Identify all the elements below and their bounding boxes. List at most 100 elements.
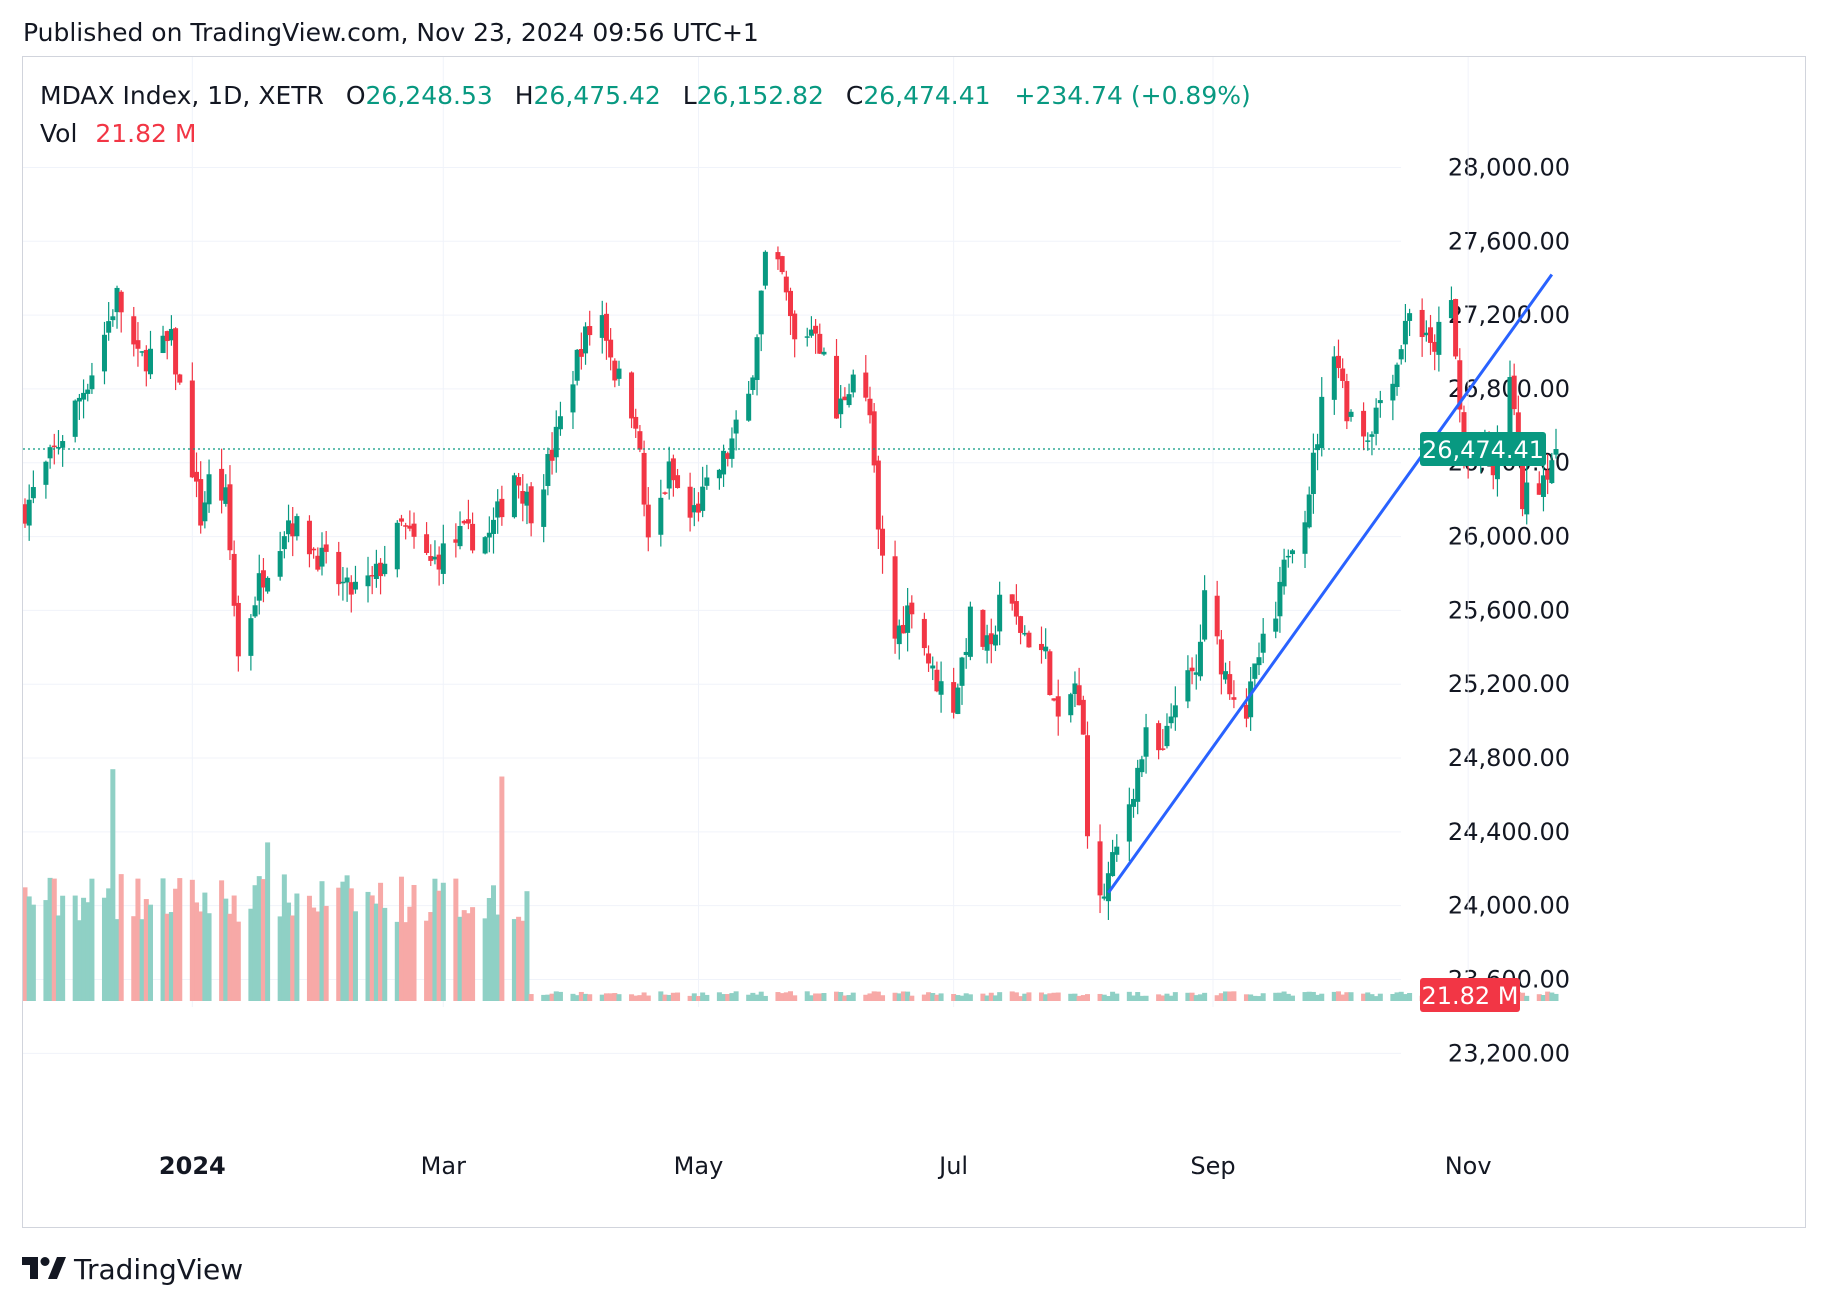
candle-body xyxy=(587,326,593,336)
volume-bar xyxy=(365,891,371,1001)
candle-body xyxy=(55,447,61,449)
volume-bar xyxy=(557,991,563,1001)
candle-body xyxy=(256,573,262,601)
candle-body xyxy=(1156,723,1162,751)
candle-body xyxy=(545,454,551,486)
volume-bar xyxy=(348,888,354,1001)
candle-body xyxy=(189,380,195,478)
candle-body xyxy=(1214,595,1220,637)
volume-value: 21.82 M xyxy=(95,119,197,148)
candle-body xyxy=(1285,555,1291,558)
candle-body xyxy=(612,360,618,381)
volume-bar xyxy=(1361,993,1367,1001)
volume-bar xyxy=(905,991,911,1001)
volume-bar xyxy=(227,913,233,1001)
volume-bar xyxy=(1068,993,1074,1001)
volume-bar xyxy=(1536,994,1542,1001)
candle-body xyxy=(813,325,819,334)
volume-bar xyxy=(926,992,932,1001)
volume-bar xyxy=(1373,996,1379,1001)
volume-bar xyxy=(189,879,195,1001)
volume-bar xyxy=(850,992,856,1001)
volume-bar xyxy=(424,920,430,1001)
volume-bar xyxy=(1369,994,1375,1001)
candle-body xyxy=(1022,633,1028,635)
candle-body xyxy=(143,349,149,372)
y-tick-label: 27,600.00 xyxy=(1448,227,1570,255)
volume-bar xyxy=(524,891,530,1001)
volume-bar xyxy=(834,991,840,1001)
candle-body xyxy=(1018,616,1024,633)
volume-bar xyxy=(1072,993,1078,1001)
candle-body xyxy=(934,669,940,692)
volume-bar xyxy=(1202,992,1208,1001)
volume-bar xyxy=(1281,991,1287,1001)
volume-bar xyxy=(1080,995,1086,1001)
volume-bar xyxy=(1390,994,1396,1001)
candle-body xyxy=(260,570,266,588)
candle-body xyxy=(403,525,409,527)
volume-bar xyxy=(603,993,609,1001)
volume-bar xyxy=(453,878,459,1001)
candle-body xyxy=(1302,522,1308,554)
candle-body xyxy=(633,416,639,429)
volume-bar xyxy=(792,995,798,1001)
candle-body xyxy=(817,333,823,354)
footer-brand[interactable]: TradingView xyxy=(22,1253,243,1286)
volume-bar xyxy=(147,904,153,1001)
volume-bar xyxy=(281,874,287,1001)
candle-body xyxy=(1549,460,1555,484)
price-chart[interactable]: 23,200.0023,600.0024,000.0024,400.0024,8… xyxy=(23,57,1807,1229)
candle-body xyxy=(1273,618,1279,632)
legend-close-value: 26,474.41 xyxy=(863,81,991,110)
volume-bar xyxy=(1340,994,1346,1001)
volume-bar xyxy=(666,994,672,1001)
volume-bar xyxy=(863,994,869,1001)
volume-bar xyxy=(1139,995,1145,1001)
volume-bar xyxy=(1143,995,1149,1001)
volume-bar xyxy=(231,895,237,1001)
volume-bar xyxy=(788,991,793,1001)
volume-bar xyxy=(336,887,342,1001)
candle-body xyxy=(1507,377,1513,438)
volume-bar xyxy=(286,902,292,1001)
candle-body xyxy=(1348,411,1354,417)
candle-body xyxy=(1315,444,1321,451)
volume-bar xyxy=(662,994,668,1001)
volume-bar xyxy=(963,993,969,1001)
volume-bar xyxy=(758,991,764,1001)
candle-body xyxy=(821,351,827,355)
volume-bar xyxy=(733,991,739,1001)
volume-bar xyxy=(30,904,36,1001)
volume-bar xyxy=(1553,993,1559,1001)
volume-bar xyxy=(499,776,505,1001)
candle-body xyxy=(453,539,459,543)
volume-bar xyxy=(486,897,492,1001)
volume-bar xyxy=(1377,993,1383,1001)
candle-body xyxy=(583,326,589,354)
volume-bar xyxy=(553,991,559,1001)
candle-body xyxy=(524,491,530,506)
candle-body xyxy=(252,605,258,617)
volume-bar xyxy=(352,911,358,1001)
volume-bar xyxy=(470,907,476,1001)
volume-bar xyxy=(440,882,446,1001)
candle-body xyxy=(1277,581,1283,617)
candle-body xyxy=(775,252,781,260)
volume-bar xyxy=(168,912,174,1001)
volume-bar xyxy=(311,907,317,1001)
candle-body xyxy=(60,441,66,448)
candle-body xyxy=(1055,696,1061,717)
candle-body xyxy=(499,498,505,518)
chart-frame[interactable]: 23,200.0023,600.0024,000.0024,400.0024,8… xyxy=(22,56,1806,1228)
volume-bar xyxy=(1018,996,1024,1001)
volume-badge-text: 21.82 M xyxy=(1421,982,1518,1010)
volume-bar xyxy=(1256,996,1262,1001)
volume-bar xyxy=(1051,992,1057,1001)
candle-body xyxy=(411,523,417,537)
candle-body xyxy=(1536,483,1542,495)
legend-symbol: MDAX Index, 1D, XETR xyxy=(40,81,324,110)
volume-bar xyxy=(51,878,57,1001)
volume-bar xyxy=(637,995,643,1001)
volume-bar xyxy=(382,907,388,1001)
